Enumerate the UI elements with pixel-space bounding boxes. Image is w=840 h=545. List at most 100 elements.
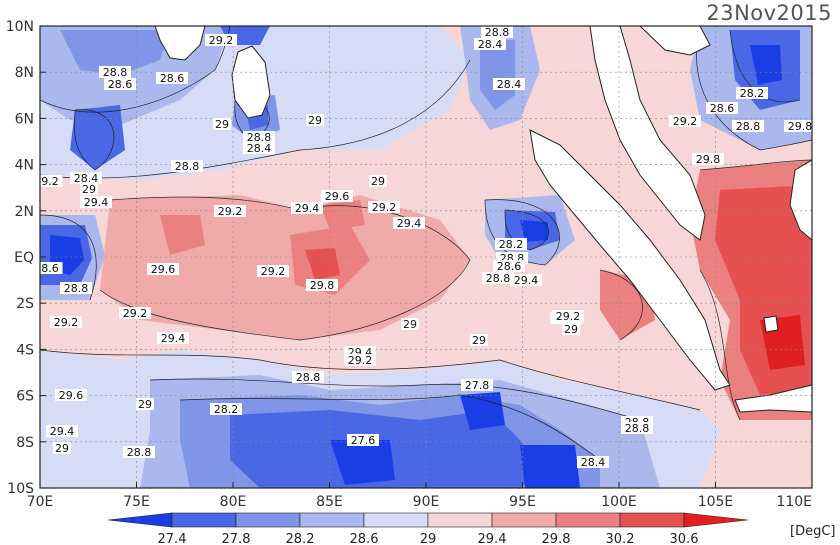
contour-label: 28.8: [60, 282, 92, 295]
malay-peninsula-landmass: [589, 26, 706, 241]
svg-text:27.8: 27.8: [465, 379, 490, 392]
contour-label: 28.4: [493, 78, 525, 91]
svg-text:28.6: 28.6: [497, 260, 522, 273]
svg-text:29.8: 29.8: [788, 120, 813, 133]
contour-label: 29: [562, 323, 580, 336]
svg-text:29.2: 29.2: [348, 354, 373, 367]
svg-text:29.6: 29.6: [151, 263, 176, 276]
lon-tick-label: 105E: [698, 494, 734, 510]
unit-label: [DegC]: [790, 524, 835, 539]
svg-text:28.6: 28.6: [710, 102, 735, 115]
contour-label: 29.4: [157, 332, 189, 345]
lat-tick-label: EQ: [14, 250, 34, 266]
contour-label: 29.8: [784, 120, 816, 133]
contour-label: 28.6: [104, 78, 136, 91]
contour-label: 28.4: [577, 456, 609, 469]
colorbar-tick-label: 30.6: [670, 532, 699, 545]
svg-text:29.4: 29.4: [514, 274, 539, 287]
longitude-axis: 70E 75E 80E 85E 90E 95E 100E 105E 110E: [27, 482, 813, 510]
contour-label: 27.8: [461, 379, 493, 392]
colorbar-tick-label: 30.2: [606, 532, 635, 545]
small-island-landmass: [763, 315, 779, 333]
svg-text:29.4: 29.4: [397, 217, 422, 230]
contour-label: 9.2: [37, 175, 63, 188]
svg-text:29.2: 29.2: [673, 115, 698, 128]
contour-label: 8.6: [37, 262, 63, 275]
contour-label: 29.2: [50, 316, 82, 329]
contour-label: 29: [401, 318, 419, 331]
contour-label: 29.4: [393, 217, 425, 230]
svg-text:28.6: 28.6: [108, 78, 133, 91]
lat-tick-label: 8N: [15, 65, 34, 81]
svg-text:29: 29: [403, 318, 417, 331]
contour-label: 29.2: [344, 354, 376, 367]
svg-text:28.4: 28.4: [581, 456, 606, 469]
contour-labels: 28.828.6 28.629.228.828.429 2928.828.428.8…: [37, 26, 816, 469]
contour-label: 28.8: [621, 422, 653, 435]
lat-tick-label: 10N: [6, 19, 34, 35]
svg-text:28.4: 28.4: [497, 78, 522, 91]
lon-tick-label: 100E: [601, 494, 637, 510]
colorbar-segment: [107, 512, 173, 528]
lon-tick-label: 90E: [413, 494, 440, 510]
svg-text:29.2: 29.2: [209, 34, 234, 47]
contour-label: 27.6: [347, 434, 379, 447]
contour-label: 29.8: [692, 153, 724, 166]
colorbar-segment: [427, 512, 493, 528]
contour-label: 28.8: [99, 66, 131, 79]
contour-label: 29.4: [46, 425, 78, 438]
svg-text:29.2: 29.2: [218, 205, 243, 218]
contour-label: 28.8: [481, 26, 513, 39]
svg-text:28.2: 28.2: [740, 87, 765, 100]
sumatra-landmass: [529, 129, 731, 391]
colorbar-tick-label: 27.8: [222, 532, 251, 545]
contour-label: 29.6: [55, 389, 87, 402]
svg-text:29: 29: [308, 114, 322, 127]
colorbar-tick-label: 29.4: [478, 532, 507, 545]
contour-label: 28.6: [493, 260, 525, 273]
svg-text:29: 29: [472, 334, 486, 347]
contour-label: 28.4: [70, 172, 102, 185]
java-landmass: [734, 384, 812, 413]
contour-label: 28.8: [123, 446, 155, 459]
contour-label: 29.2: [552, 310, 584, 323]
svg-text:28.8: 28.8: [103, 66, 128, 79]
contour-label: 29: [470, 334, 488, 347]
contour-label: 29: [136, 398, 154, 411]
contour-label: 29: [53, 442, 71, 455]
contour-label: 28.2: [736, 87, 768, 100]
svg-text:28.8: 28.8: [247, 131, 272, 144]
svg-text:29.6: 29.6: [325, 190, 350, 203]
contour-label: 29: [80, 183, 98, 196]
svg-text:29: 29: [82, 183, 96, 196]
lat-tick-label: 2N: [15, 204, 34, 220]
svg-text:28.8: 28.8: [486, 272, 511, 285]
svg-text:29.2: 29.2: [372, 201, 397, 214]
svg-text:28.2: 28.2: [499, 238, 524, 251]
svg-text:9.2: 9.2: [41, 175, 59, 188]
colorbar: 27.4 27.8 28.2 28.6 29 29.4 29.8 30.2 30.6: [107, 512, 749, 545]
svg-text:28.8: 28.8: [175, 160, 200, 173]
colorbar-tick-label: 29: [420, 532, 437, 545]
colorbar-segment: [171, 512, 237, 528]
contour-label: 29: [306, 114, 324, 127]
svg-text:28.4: 28.4: [247, 142, 272, 155]
lat-tick-label: 4S: [16, 342, 34, 358]
contour-lines: [40, 26, 812, 461]
colorbar-segment: [235, 512, 301, 528]
svg-text:28.8: 28.8: [625, 422, 650, 435]
lon-tick-label: 85E: [316, 494, 343, 510]
contour-label: 28.8: [732, 120, 764, 133]
contour-label: 28.2: [210, 403, 242, 416]
colorbar-tick-label: 28.6: [350, 532, 379, 545]
contour-label: 29.2: [205, 34, 237, 47]
colorbar-segment: [299, 512, 365, 528]
svg-text:28.4: 28.4: [478, 38, 503, 51]
map-date-title: 23Nov2015: [706, 1, 832, 25]
contour-label: 29.6: [321, 190, 353, 203]
svg-text:28.2: 28.2: [214, 403, 239, 416]
svg-text:28.6: 28.6: [160, 72, 185, 85]
borneo-edge-landmass: [789, 159, 812, 241]
svg-text:29.4: 29.4: [295, 202, 320, 215]
